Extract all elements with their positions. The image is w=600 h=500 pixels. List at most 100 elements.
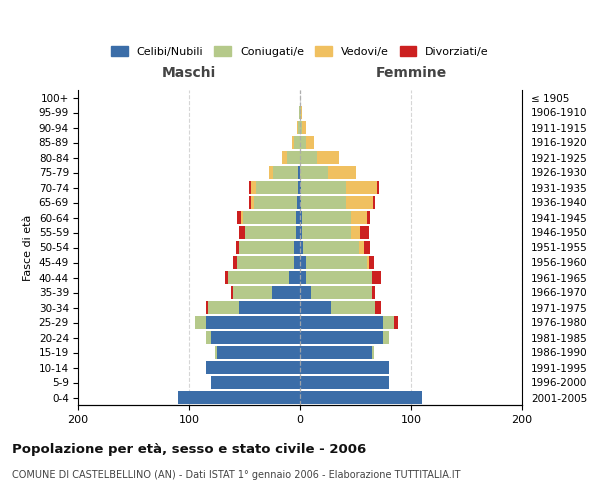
Bar [296,121,298,134]
Bar [239,301,300,314]
Bar [394,316,398,329]
Text: Popolazione per età, sesso e stato civile - 2006: Popolazione per età, sesso e stato civil… [12,442,366,456]
Bar [296,211,300,224]
Bar [251,196,254,209]
Bar [302,211,351,224]
Bar [233,256,237,269]
Bar [254,196,296,209]
Bar [328,166,355,179]
Bar [383,331,389,344]
Bar [304,241,359,254]
Bar [272,286,300,299]
Bar [300,271,305,284]
Bar [206,301,208,314]
Bar [224,271,228,284]
Bar [211,376,300,389]
Bar [206,361,300,374]
Bar [300,316,383,329]
Bar [369,256,374,269]
Bar [296,196,300,209]
Bar [233,286,272,299]
Bar [305,136,314,149]
Bar [295,241,300,254]
Bar [239,241,295,254]
Bar [300,361,389,374]
Bar [300,151,317,164]
Bar [300,241,304,254]
Bar [359,241,364,254]
Bar [298,121,300,134]
Bar [300,376,389,389]
Bar [241,211,244,224]
Bar [367,256,369,269]
Bar [300,181,301,194]
Bar [372,271,381,284]
Y-axis label: Fasce di età: Fasce di età [23,214,33,280]
Bar [360,226,369,239]
Bar [245,226,296,239]
Bar [239,226,245,239]
Bar [206,331,211,344]
Bar [178,391,300,404]
Bar [372,286,376,299]
Bar [351,226,360,239]
Bar [305,271,372,284]
Bar [376,301,381,314]
Bar [346,181,377,194]
Bar [249,196,251,209]
Bar [269,166,274,179]
Bar [377,181,379,194]
Bar [351,211,367,224]
Text: Maschi: Maschi [162,66,216,80]
Bar [301,196,346,209]
Bar [300,286,311,299]
Bar [300,166,328,179]
Bar [383,316,394,329]
Bar [228,271,289,284]
Bar [295,136,300,149]
Bar [373,196,376,209]
Bar [300,196,301,209]
Bar [274,166,298,179]
Bar [244,211,296,224]
Bar [300,256,305,269]
Bar [292,136,295,149]
Bar [211,331,300,344]
Bar [299,106,300,119]
Text: COMUNE DI CASTELBELLINO (AN) - Dati ISTAT 1° gennaio 2006 - Elaborazione TUTTITA: COMUNE DI CASTELBELLINO (AN) - Dati ISTA… [12,470,461,480]
Bar [237,256,295,269]
Bar [236,241,239,254]
Bar [331,301,376,314]
Bar [295,256,300,269]
Bar [251,181,256,194]
Bar [302,121,305,134]
Bar [305,256,367,269]
Bar [302,226,351,239]
Bar [300,226,302,239]
Bar [300,106,301,119]
Bar [217,346,300,359]
Bar [300,331,383,344]
Bar [300,121,302,134]
Bar [372,346,374,359]
Bar [300,136,305,149]
Bar [215,346,217,359]
Bar [317,151,339,164]
Bar [298,181,300,194]
Bar [296,226,300,239]
Bar [194,316,206,329]
Bar [298,166,300,179]
Bar [364,241,370,254]
Bar [300,301,331,314]
Bar [311,286,372,299]
Legend: Celibi/Nubili, Coniugati/e, Vedovi/e, Divorziati/e: Celibi/Nubili, Coniugati/e, Vedovi/e, Di… [107,42,493,62]
Bar [300,211,302,224]
Bar [287,151,300,164]
Bar [367,211,370,224]
Bar [249,181,251,194]
Bar [300,391,422,404]
Bar [346,196,373,209]
Bar [256,181,298,194]
Bar [206,316,300,329]
Bar [208,301,239,314]
